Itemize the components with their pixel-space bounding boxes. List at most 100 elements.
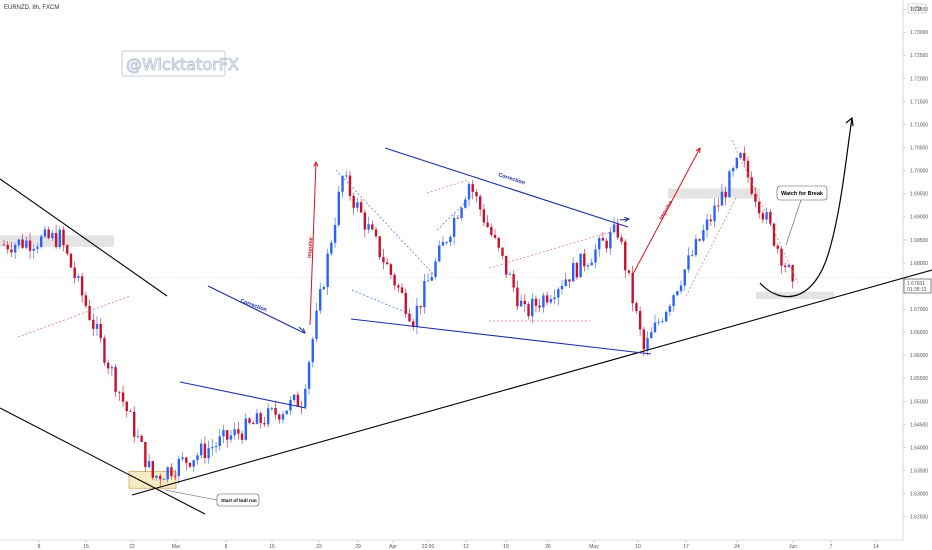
candle-body [66, 245, 69, 254]
candle-body [13, 245, 17, 253]
candle-body [497, 237, 500, 248]
candle-body [51, 232, 54, 239]
candle-body [367, 224, 370, 230]
candle-body [222, 430, 225, 437]
candle-body [382, 257, 385, 263]
candle-body [583, 253, 586, 267]
candle-body [237, 429, 240, 434]
candle-body [84, 295, 88, 306]
channel-upper-line [384, 147, 629, 228]
candle-body [612, 224, 616, 233]
candle-body [10, 249, 13, 253]
candle-body [80, 276, 84, 296]
candle-body [177, 458, 181, 477]
watermark-frame [121, 50, 226, 77]
candle-body [571, 262, 575, 282]
candle-body [787, 265, 791, 268]
candle-body [542, 295, 545, 308]
candle-body [761, 213, 765, 220]
candle-body [434, 261, 437, 278]
candle-body [720, 191, 724, 206]
candle-body [170, 467, 173, 476]
candle-body [114, 367, 117, 392]
candle-body [389, 264, 393, 275]
start-box-text: Start of bull run [221, 498, 257, 504]
candle-body [765, 212, 768, 220]
last-price-bg [903, 278, 932, 294]
time-tick-label: Mar [172, 544, 181, 550]
time-tick-label: 19 [503, 544, 509, 550]
candle-body [676, 291, 679, 296]
candle-body [62, 229, 65, 246]
candle-body [743, 153, 746, 161]
candle-body [553, 297, 556, 300]
candle-body [95, 323, 99, 329]
candle-body [173, 475, 177, 477]
price-tick-label: 1.69500 [910, 192, 928, 198]
wedge-lower-line [179, 381, 307, 409]
candle-body [728, 171, 731, 198]
candle-body [378, 236, 381, 258]
price-axis[interactable]: 1.73500 1.73000 1.72500 1.72000 1.71500 1.710… [903, 7, 928, 521]
candle-body [244, 418, 247, 440]
candle-body [106, 362, 110, 369]
price-tick-label: 1.72500 [910, 53, 928, 59]
candle-body [233, 429, 236, 436]
candle-body [136, 435, 140, 437]
wedge-upper-line [207, 285, 301, 332]
candle-body [784, 265, 787, 268]
candle-body [32, 248, 35, 251]
candle-body [73, 267, 76, 278]
price-tick-label: 1.65000 [910, 399, 928, 405]
time-tick-label: 22:00 [422, 544, 435, 550]
correction-arrow-2 [619, 218, 630, 221]
candle-body [694, 239, 698, 255]
candle-body [2, 244, 6, 246]
currency-badge-frame[interactable] [907, 3, 927, 14]
impulse-label-1: Impulse [307, 237, 314, 258]
currency-badge: NZD [911, 7, 922, 13]
candle-body [248, 418, 251, 423]
candle-body [274, 408, 277, 415]
time-tick-label: 22 [316, 544, 322, 550]
candle-body [40, 236, 43, 247]
candle-body [345, 175, 348, 177]
start-of-bull-run-callout: Start of bull run [216, 493, 260, 507]
candle-body [672, 295, 675, 307]
trendline-ascending-support [131, 269, 932, 496]
candle-body [478, 196, 482, 210]
candle-body [702, 230, 705, 241]
plot-area[interactable] [0, 0, 903, 540]
candle-body [211, 447, 214, 449]
price-tick-label: 1.65500 [910, 376, 928, 382]
correction-arrow-1-head [300, 328, 306, 334]
candle-body [534, 298, 538, 306]
candle-body [598, 238, 601, 250]
candle-body [605, 240, 608, 249]
candle-body [159, 475, 162, 480]
candle-body [385, 262, 389, 265]
price-tick-label: 1.72000 [910, 76, 928, 82]
time-axis[interactable]: 8 15 22 Mar 8 15 22 29 Apr 22:00 12 19 26 May 10 17 24 Ju… [38, 540, 879, 550]
candle-body [750, 177, 753, 194]
price-tick-label: 1.63000 [910, 492, 928, 498]
candle-body [147, 461, 151, 468]
candle-body [735, 157, 739, 169]
candle-body [326, 253, 329, 287]
time-tick-label: 26 [545, 544, 551, 550]
trendline-lower-black [0, 407, 206, 515]
candle-body [311, 338, 314, 363]
start-box-leader [164, 489, 218, 501]
candle-body [505, 255, 508, 275]
candle-body [601, 238, 605, 241]
candle-body [304, 388, 307, 407]
candle-body [467, 184, 471, 200]
candle-body [363, 212, 367, 230]
candle-body [28, 240, 32, 251]
last-price-countdown: 01:38:13 [907, 287, 927, 293]
start-box [216, 493, 260, 507]
watermark-text: @WicktatorFX [126, 55, 239, 74]
candle-body [185, 457, 188, 463]
candle-body [322, 286, 326, 290]
